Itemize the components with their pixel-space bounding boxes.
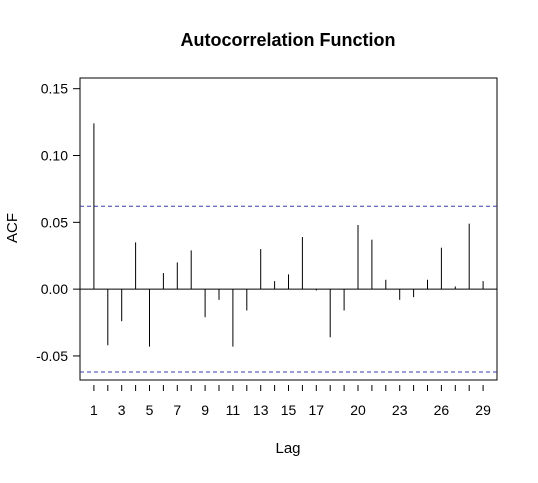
x-axis-label: Lag bbox=[275, 440, 300, 457]
x-tick-label: 11 bbox=[226, 402, 241, 418]
plot-area: -0.050.000.050.100.151 3 5 7 9 11 13 15 17 20 23 26… bbox=[36, 77, 498, 418]
x-tick-label: 5 bbox=[146, 402, 154, 418]
x-tick-label: 26 bbox=[434, 402, 450, 418]
x-tick-label: 13 bbox=[253, 402, 269, 418]
x-tick-label: 29 bbox=[475, 402, 491, 418]
x-tick-label: 7 bbox=[173, 402, 181, 418]
y-tick-label: 0.05 bbox=[41, 214, 68, 230]
y-tick-label: 0.15 bbox=[41, 81, 68, 97]
x-tick-label: 17 bbox=[309, 402, 325, 418]
x-tick-label: 9 bbox=[201, 402, 209, 418]
chart-title: Autocorrelation Function bbox=[181, 30, 396, 50]
x-tick-label: 23 bbox=[392, 402, 408, 418]
x-tick-label: 3 bbox=[118, 402, 126, 418]
x-tick-label: 1 bbox=[90, 402, 98, 418]
y-tick-label: 0.10 bbox=[41, 148, 68, 164]
plot-frame bbox=[79, 77, 498, 381]
y-axis-label: ACF bbox=[4, 213, 21, 243]
y-tick-label: -0.05 bbox=[36, 348, 68, 364]
y-tick-label: 0.00 bbox=[41, 281, 68, 297]
x-tick-label: 15 bbox=[281, 402, 297, 418]
x-tick-label: 20 bbox=[350, 402, 366, 418]
